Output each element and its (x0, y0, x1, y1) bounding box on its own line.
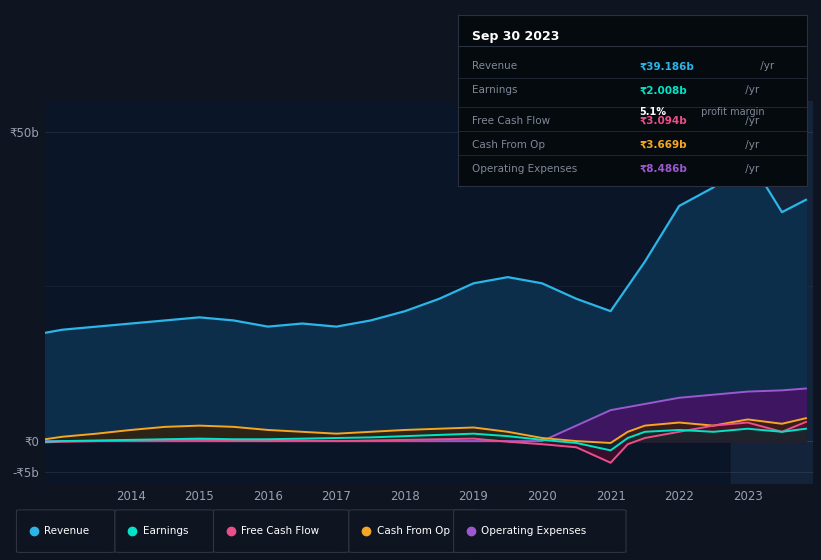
Text: Operating Expenses: Operating Expenses (481, 526, 586, 535)
Text: profit margin: profit margin (698, 108, 765, 118)
Text: Earnings: Earnings (143, 526, 188, 535)
FancyBboxPatch shape (213, 510, 349, 552)
Text: /yr: /yr (757, 62, 774, 71)
Text: 5.1%: 5.1% (640, 108, 667, 118)
FancyBboxPatch shape (349, 510, 479, 552)
Text: Operating Expenses: Operating Expenses (472, 164, 577, 174)
Text: ₹2.008b: ₹2.008b (640, 85, 687, 95)
FancyBboxPatch shape (16, 510, 115, 552)
Text: /yr: /yr (742, 140, 759, 150)
Text: Cash From Op: Cash From Op (472, 140, 545, 150)
FancyBboxPatch shape (115, 510, 213, 552)
FancyBboxPatch shape (454, 510, 626, 552)
Text: ₹8.486b: ₹8.486b (640, 164, 687, 174)
Text: Free Cash Flow: Free Cash Flow (241, 526, 319, 535)
Text: /yr: /yr (742, 164, 759, 174)
Text: /yr: /yr (742, 85, 759, 95)
Text: ₹3.669b: ₹3.669b (640, 140, 687, 150)
Text: Earnings: Earnings (472, 85, 517, 95)
Text: Free Cash Flow: Free Cash Flow (472, 116, 550, 126)
Text: Sep 30 2023: Sep 30 2023 (472, 30, 559, 44)
Text: Revenue: Revenue (472, 62, 517, 71)
Text: ₹3.094b: ₹3.094b (640, 116, 687, 126)
Text: Cash From Op: Cash From Op (377, 526, 450, 535)
Bar (731, 101, 816, 484)
Text: Revenue: Revenue (44, 526, 89, 535)
Text: /yr: /yr (742, 116, 759, 126)
Text: ₹39.186b: ₹39.186b (640, 62, 695, 71)
